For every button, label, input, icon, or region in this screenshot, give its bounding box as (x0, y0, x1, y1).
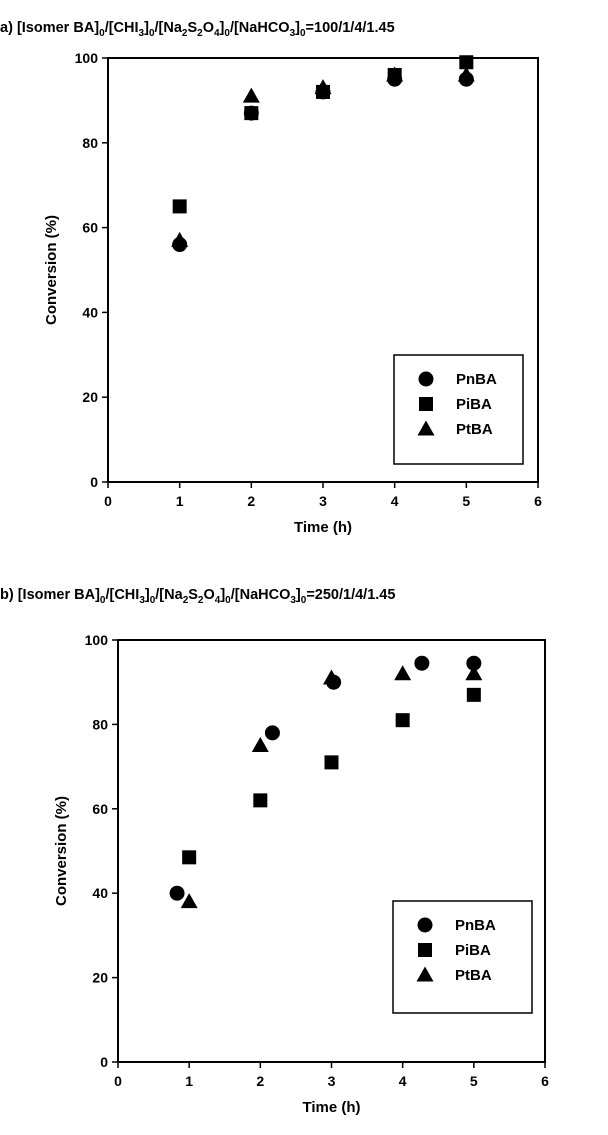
legend-box (392, 900, 533, 1014)
y-axis-label: Conversion (%) (53, 796, 70, 906)
y-tick-label: 20 (92, 970, 108, 986)
data-point-pnba (466, 655, 482, 671)
data-point-piba (466, 687, 481, 702)
x-tick-label: 2 (247, 493, 255, 509)
chart-title: b) [Isomer BA]0/[CHI3]0/[Na2S2O4]0/[NaHC… (0, 587, 608, 606)
data-point-ptba (465, 665, 483, 681)
data-point-ptba (323, 669, 340, 685)
title-text: [Isomer BA]0/[CHI3]0/[Na2S2O4]0/[NaHCO3]… (16, 20, 395, 39)
x-tick-label: 3 (319, 493, 327, 509)
data-point-ptba (242, 87, 260, 103)
legend-label-pnba: PnBA (455, 917, 496, 934)
y-tick-label: 100 (75, 50, 99, 66)
data-point-piba (253, 793, 268, 808)
legend-label-piba: PiBA (455, 942, 491, 959)
legend-marker-pnba (418, 371, 434, 387)
data-point-ptba (171, 231, 189, 247)
legend-label-piba: PiBA (456, 396, 492, 413)
data-point-pnba (414, 655, 430, 671)
y-tick-label: 80 (82, 135, 98, 151)
x-tick-label: 0 (104, 493, 112, 509)
x-axis-label: Time (h) (294, 519, 352, 536)
legend-marker-ptba (416, 966, 434, 982)
y-tick-label: 40 (82, 304, 98, 320)
y-tick-label: 60 (92, 801, 108, 817)
x-axis-label: Time (h) (302, 1099, 360, 1116)
legend-marker-piba (418, 943, 432, 957)
data-point-piba (459, 55, 474, 70)
legend-marker-piba (419, 397, 433, 411)
legend-box (393, 354, 524, 465)
data-point-piba (244, 106, 259, 121)
x-tick-label: 6 (534, 493, 542, 509)
y-tick-label: 100 (85, 632, 109, 648)
y-axis-label: Conversion (%) (43, 215, 60, 325)
legend-label-ptba: PtBA (456, 421, 493, 438)
y-tick-label: 0 (90, 474, 98, 490)
data-point-piba (395, 713, 410, 728)
x-tick-label: 1 (185, 1073, 193, 1089)
x-tick-label: 1 (176, 493, 184, 509)
x-tick-label: 4 (391, 493, 399, 509)
y-tick-label: 40 (92, 885, 108, 901)
y-tick-label: 60 (82, 220, 98, 236)
data-point-pnba (264, 725, 280, 741)
data-point-ptba (394, 665, 412, 681)
legend-marker-ptba (417, 420, 435, 436)
chart-title: a) [Isomer BA]0/[CHI3]0/[Na2S2O4]0/[NaHC… (0, 20, 608, 39)
data-point-piba (324, 755, 339, 770)
data-point-piba (172, 199, 187, 214)
data-point-piba (182, 850, 197, 865)
panel-label: a) (0, 20, 13, 36)
data-point-pnba (169, 885, 185, 901)
chart-panel-a: a) [Isomer BA]0/[CHI3]0/[Na2S2O4]0/[NaHC… (0, 0, 608, 560)
x-tick-label: 0 (114, 1073, 122, 1089)
data-point-ptba (251, 737, 269, 752)
data-point-ptba (457, 66, 475, 82)
x-tick-label: 5 (462, 493, 470, 509)
data-point-ptba (180, 893, 198, 909)
x-tick-label: 6 (541, 1073, 549, 1089)
y-tick-label: 0 (100, 1054, 108, 1070)
chart-panel-b: b) [Isomer BA]0/[CHI3]0/[Na2S2O4]0/[NaHC… (0, 575, 608, 1135)
y-tick-label: 80 (92, 716, 108, 732)
data-point-ptba (314, 79, 332, 95)
data-point-ptba (386, 66, 404, 82)
legend-label-pnba: PnBA (456, 371, 497, 388)
x-tick-label: 4 (399, 1073, 407, 1089)
panel-label: b) (0, 587, 14, 603)
x-tick-label: 3 (328, 1073, 336, 1089)
title-text: [Isomer BA]0/[CHI3]0/[Na2S2O4]0/[NaHCO3]… (17, 587, 396, 606)
x-tick-label: 2 (256, 1073, 264, 1089)
legend-marker-pnba (417, 917, 433, 933)
y-tick-label: 20 (82, 389, 98, 405)
legend-label-ptba: PtBA (455, 967, 492, 984)
x-tick-label: 5 (470, 1073, 478, 1089)
